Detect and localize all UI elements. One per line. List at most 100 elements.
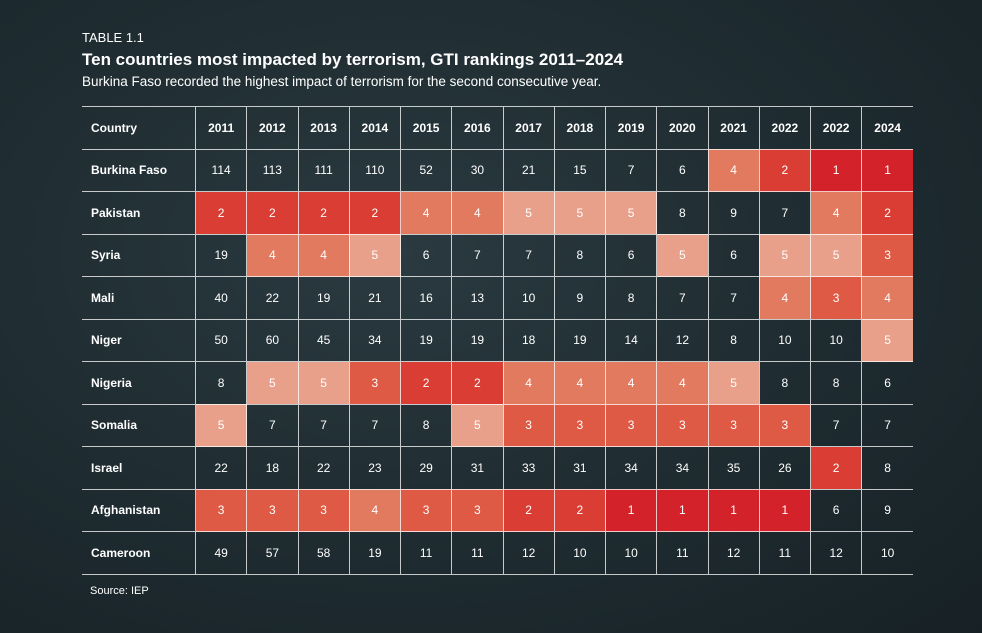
rank-cell: 4: [553, 361, 606, 404]
column-header: 2014: [348, 106, 401, 149]
rank-cell: 2: [246, 191, 298, 234]
rank-cell: 6: [399, 233, 452, 277]
table-subtitle: Burkina Faso recorded the highest impact…: [82, 74, 602, 89]
rank-cell: 4: [297, 233, 350, 277]
table-row: Burkina Faso 114 113 111 110 52 30 21 15 7 6 4 2 1 1: [82, 148, 913, 192]
rank-cell: 5: [809, 233, 862, 277]
rank-cell: 8: [553, 233, 606, 277]
rank-cell: 7: [451, 233, 503, 277]
rank-cell: 40: [194, 276, 247, 319]
table-row: Cameroon 49 57 58 19 11 11 12 10 10 11 12 11 12 10: [82, 531, 913, 575]
column-header: 2015: [399, 106, 452, 149]
rank-cell: 4: [246, 233, 298, 277]
rank-cell: 3: [297, 488, 350, 532]
column-header: 2018: [553, 106, 606, 149]
rank-cell: 11: [656, 531, 708, 575]
column-header: 2013: [297, 106, 350, 149]
rank-cell: 58: [297, 531, 350, 575]
rank-cell: 12: [809, 531, 862, 575]
rank-cell: 7: [297, 403, 350, 447]
rank-cell: 21: [502, 148, 555, 192]
rank-cell: 10: [502, 276, 555, 319]
rank-cell: 4: [399, 191, 452, 234]
rank-cell: 3: [809, 276, 862, 319]
table-row: Israel 22 18 22 23 29 31 33 31 34 34 35 26 2 8: [82, 446, 913, 489]
rank-cell: 4: [604, 361, 657, 404]
rank-cell: 31: [451, 446, 503, 489]
rank-cell: 4: [348, 488, 401, 532]
rank-cell: 2: [348, 191, 401, 234]
header-row: Country 2011 2012 2013 2014 2015 2016 2017 2018 2…: [82, 106, 913, 149]
rank-cell: 6: [707, 233, 760, 277]
rank-cell: 29: [399, 446, 452, 489]
rank-cell: 3: [758, 403, 811, 447]
rank-cell: 49: [194, 531, 247, 575]
table-row: Syria 19 4 4 5 6 7 7 8 6 5 6 5 5 3: [82, 233, 913, 277]
rank-cell: 34: [656, 446, 708, 489]
column-header: 2024: [861, 106, 913, 149]
rank-cell: 4: [809, 191, 862, 234]
rank-cell: 22: [297, 446, 350, 489]
rank-cell: 11: [451, 531, 503, 575]
rank-cell: 7: [502, 233, 555, 277]
country-cell: Pakistan: [82, 191, 196, 234]
column-header: Country: [82, 106, 196, 149]
table-title: Ten countries most impacted by terrorism…: [82, 50, 624, 69]
rank-cell: 5: [246, 361, 298, 404]
rank-cell: 3: [707, 403, 760, 447]
column-header: 2019: [604, 106, 657, 149]
rank-cell: 5: [656, 233, 708, 277]
rank-cell: 7: [604, 148, 657, 192]
column-header: 2022: [758, 106, 811, 149]
rank-cell: 8: [604, 276, 657, 319]
rank-cell: 3: [451, 488, 503, 532]
rank-cell: 3: [604, 403, 657, 447]
rank-cell: 35: [707, 446, 760, 489]
rank-cell: 113: [246, 148, 298, 192]
rank-cell: 6: [604, 233, 657, 277]
rank-cell: 18: [502, 318, 555, 362]
rank-cell: 8: [707, 318, 760, 362]
rank-cell: 5: [451, 403, 503, 447]
rank-cell: 31: [553, 446, 606, 489]
rank-cell: 8: [809, 361, 862, 404]
rank-cell: 50: [194, 318, 247, 362]
rank-cell: 8: [656, 191, 708, 234]
rank-cell: 1: [604, 488, 657, 532]
country-cell: Niger: [82, 318, 196, 362]
rank-cell: 19: [297, 276, 350, 319]
rank-cell: 1: [809, 148, 862, 192]
table-row: Somalia 5 7 7 7 8 5 3 3 3 3 3 3 7 7: [82, 403, 913, 447]
rank-cell: 6: [809, 488, 862, 532]
rank-cell: 19: [194, 233, 247, 277]
table-row: Mali 40 22 19 21 16 13 10 9 8 7 7 4 3 4: [82, 276, 913, 319]
rank-cell: 5: [861, 318, 913, 362]
rank-cell: 52: [399, 148, 452, 192]
rank-cell: 5: [194, 403, 247, 447]
rank-cell: 3: [399, 488, 452, 532]
rank-cell: 4: [707, 148, 760, 192]
rank-cell: 7: [861, 403, 913, 447]
rank-cell: 8: [861, 446, 913, 489]
rank-cell: 114: [194, 148, 247, 192]
rank-cell: 19: [399, 318, 452, 362]
rank-cell: 10: [861, 531, 913, 575]
country-cell: Burkina Faso: [82, 148, 196, 192]
rank-cell: 2: [758, 148, 811, 192]
rank-cell: 4: [502, 361, 555, 404]
rank-cell: 7: [758, 191, 811, 234]
rank-cell: 9: [707, 191, 760, 234]
rank-cell: 5: [348, 233, 401, 277]
rank-cell: 14: [604, 318, 657, 362]
rank-cell: 13: [451, 276, 503, 319]
rank-cell: 4: [451, 191, 503, 234]
column-header: 2020: [656, 106, 708, 149]
rank-cell: 5: [297, 361, 350, 404]
rank-cell: 7: [707, 276, 760, 319]
rank-cell: 5: [604, 191, 657, 234]
rank-cell: 5: [553, 191, 606, 234]
rank-cell: 3: [656, 403, 708, 447]
country-cell: Syria: [82, 233, 196, 277]
rank-cell: 3: [246, 488, 298, 532]
